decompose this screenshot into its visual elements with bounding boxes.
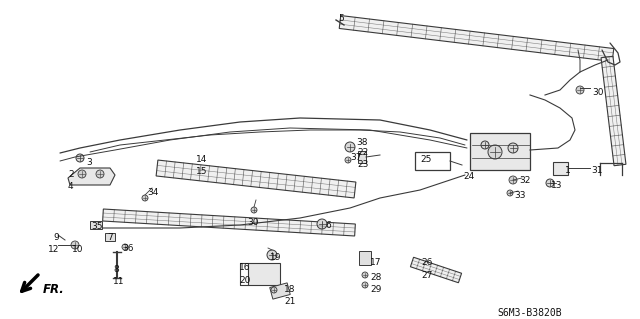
Polygon shape <box>339 16 614 62</box>
Text: 29: 29 <box>370 285 381 294</box>
Text: 14: 14 <box>196 155 207 164</box>
Text: 8: 8 <box>113 265 119 274</box>
Text: 37: 37 <box>350 153 362 162</box>
Text: 20: 20 <box>239 276 250 285</box>
Circle shape <box>267 250 277 260</box>
Text: 11: 11 <box>113 277 125 286</box>
Text: 25: 25 <box>420 155 431 164</box>
Text: 34: 34 <box>147 188 158 197</box>
Polygon shape <box>90 221 102 229</box>
Circle shape <box>345 157 351 163</box>
Text: 21: 21 <box>284 297 296 306</box>
Circle shape <box>546 179 554 187</box>
Text: 30: 30 <box>592 88 604 97</box>
Circle shape <box>71 241 79 249</box>
Text: 1: 1 <box>565 166 571 175</box>
Text: 17: 17 <box>370 258 381 267</box>
Text: 15: 15 <box>196 167 207 176</box>
Text: 33: 33 <box>514 191 525 200</box>
Polygon shape <box>601 56 626 166</box>
Text: S6M3-B3820B: S6M3-B3820B <box>497 308 562 318</box>
Circle shape <box>345 142 355 152</box>
Polygon shape <box>105 233 115 241</box>
Text: 2: 2 <box>68 170 74 179</box>
Text: 12: 12 <box>48 245 60 254</box>
Text: 27: 27 <box>421 271 433 280</box>
Text: 9: 9 <box>53 233 59 242</box>
Polygon shape <box>358 151 366 163</box>
Circle shape <box>362 282 368 288</box>
Circle shape <box>78 170 86 178</box>
Circle shape <box>317 219 327 229</box>
Bar <box>248 263 280 285</box>
Polygon shape <box>359 251 371 265</box>
Circle shape <box>122 244 128 250</box>
Text: 31: 31 <box>591 166 602 175</box>
Circle shape <box>271 287 277 293</box>
Circle shape <box>251 207 257 213</box>
Circle shape <box>509 176 517 184</box>
Text: 13: 13 <box>551 181 563 190</box>
Text: 23: 23 <box>357 160 369 169</box>
Text: FR.: FR. <box>43 283 65 296</box>
Text: 4: 4 <box>68 182 74 191</box>
Text: 19: 19 <box>270 253 282 262</box>
Polygon shape <box>156 160 356 198</box>
Text: 26: 26 <box>421 258 433 267</box>
Text: 30: 30 <box>247 218 259 227</box>
Polygon shape <box>102 209 355 236</box>
Circle shape <box>481 141 489 149</box>
Circle shape <box>507 190 513 196</box>
Text: 5: 5 <box>338 14 344 23</box>
Text: 7: 7 <box>107 233 113 242</box>
Polygon shape <box>68 168 115 185</box>
Circle shape <box>576 86 584 94</box>
Text: 32: 32 <box>519 176 531 185</box>
Bar <box>553 162 568 175</box>
Circle shape <box>488 145 502 159</box>
Bar <box>470 133 530 170</box>
Polygon shape <box>269 283 291 299</box>
Circle shape <box>76 154 84 162</box>
Text: 16: 16 <box>239 263 250 272</box>
Circle shape <box>362 272 368 278</box>
Text: 28: 28 <box>370 273 381 282</box>
Text: 38: 38 <box>356 138 367 147</box>
Text: 35: 35 <box>91 222 102 231</box>
Text: 22: 22 <box>357 148 368 157</box>
Text: 3: 3 <box>86 158 92 167</box>
Circle shape <box>96 170 104 178</box>
Bar <box>415 152 450 170</box>
Polygon shape <box>410 257 461 283</box>
Circle shape <box>508 143 518 153</box>
Text: 6: 6 <box>325 221 331 230</box>
Text: 10: 10 <box>72 245 83 254</box>
Text: 36: 36 <box>122 244 134 253</box>
Text: 18: 18 <box>284 285 296 294</box>
Circle shape <box>142 195 148 201</box>
Text: 24: 24 <box>463 172 474 181</box>
